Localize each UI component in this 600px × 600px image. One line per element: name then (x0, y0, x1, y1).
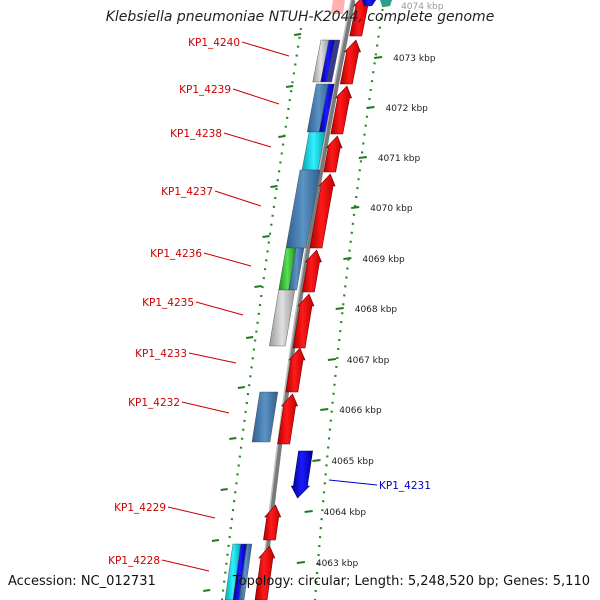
gene-label-leader (223, 132, 272, 148)
gene-label: KP1_4229 (114, 502, 166, 514)
forward-gene-arrow (292, 293, 315, 349)
scale-tick-mark (366, 106, 375, 109)
cog-block (285, 169, 321, 249)
scale-tick-label: 4074 kbp (401, 2, 444, 12)
inner-tick-mark (229, 437, 237, 440)
cog-block (288, 247, 305, 291)
inner-tick-mark (262, 235, 270, 238)
scale-tick-label: 4064 kbp (324, 508, 367, 518)
forward-gene-arrow (309, 173, 336, 249)
scale-tick-label: 4063 kbp (316, 559, 359, 569)
forward-gene-arrow (285, 347, 306, 393)
forward-gene-arrow (339, 39, 362, 85)
scale-tick-label: 4071 kbp (378, 154, 421, 164)
inner-tick-mark (237, 386, 245, 389)
scale-tick-label: 4072 kbp (385, 104, 428, 114)
scale-tick-label: 4066 kbp (339, 406, 382, 416)
scale-tick-mark (312, 459, 321, 462)
accession-label: Accession: NC_012731 (8, 574, 156, 589)
scale-tick-label: 4070 kbp (370, 204, 413, 214)
gene-label-leader (161, 559, 210, 572)
scale-tick-mark (343, 257, 352, 260)
scale-tick-mark (320, 408, 329, 411)
gene-label: KP1_4232 (128, 397, 180, 409)
inner-tick-mark (278, 135, 286, 138)
clipped-gene (380, 0, 392, 6)
inner-tick-mark (220, 488, 228, 491)
gene-label-leader (195, 301, 244, 316)
scale-tick-label: 4065 kbp (331, 457, 374, 467)
gene-label-leader (203, 252, 252, 267)
gene-label: KP1_4237 (161, 186, 213, 198)
forward-gene-arrow (302, 249, 322, 293)
scale-tick-label: 4069 kbp (362, 255, 405, 265)
labels-layer: KP1_4240 KP1_4239 KP1_4238 KP1_4237 KP1_4236… (108, 37, 431, 572)
reverse-gene-label: KP1_4231 (379, 480, 431, 492)
inner-tick-mark (293, 33, 302, 36)
inner-tick-mark (254, 285, 262, 288)
gene-label-leader (181, 401, 230, 414)
genome-title: Klebsiella pneumoniae NTUH-K2044, comple… (105, 9, 495, 25)
gene-label-leader (167, 506, 216, 519)
gene-label: KP1_4228 (108, 555, 160, 567)
forward-gene-arrow (323, 135, 343, 173)
scale-ticks-layer: 4074 kbp 4073 kbp 4072 kbp 4071 kbp 4070 kbp… (203, 2, 444, 592)
reverse-gene-leader (328, 479, 378, 486)
scale-tick-mark (351, 206, 360, 209)
cog-block (224, 543, 242, 600)
cog-block (232, 543, 248, 600)
cog-block (251, 391, 279, 443)
reverse-gene-arrow (290, 450, 313, 499)
forward-gene-arrow (263, 504, 282, 541)
inner-tick-mark (211, 539, 220, 542)
gene-label: KP1_4240 (188, 37, 240, 49)
topology-label: Topology: circular; Length: 5,248,520 bp… (232, 574, 590, 589)
gene-label: KP1_4239 (179, 84, 231, 96)
inner-tick-mark (285, 85, 294, 88)
scale-tick-mark (335, 307, 344, 310)
genes-layer (224, 0, 392, 600)
scale-tick-mark (374, 56, 383, 59)
forward-gene-arrow (330, 85, 353, 135)
scale-tick-mark (304, 510, 313, 513)
scale-tick-mark (358, 156, 367, 159)
cog-block (238, 543, 253, 600)
gene-label: KP1_4238 (170, 128, 222, 140)
scale-tick-label: 4068 kbp (355, 305, 398, 315)
scale-tick-mark (327, 358, 337, 361)
cog-block (269, 289, 295, 347)
gene-label-leader (241, 41, 290, 57)
inner-tick-mark (203, 589, 211, 592)
gene-label-leader (232, 88, 280, 105)
gene-label-leader (188, 352, 237, 364)
clipped-gene (331, 0, 345, 14)
gene-label-leader (214, 190, 262, 207)
scale-tick-mark (296, 561, 305, 564)
gene-label: KP1_4235 (142, 297, 194, 309)
scale-tick-label: 4067 kbp (347, 356, 390, 366)
gene-label: KP1_4236 (150, 248, 202, 260)
scale-tick-label: 4073 kbp (393, 54, 436, 64)
gene-label: KP1_4233 (135, 348, 187, 360)
cog-block (326, 39, 341, 83)
inner-tick-mark (270, 185, 278, 188)
forward-gene-arrow (277, 393, 299, 445)
clipped-gene (362, 0, 376, 6)
inner-tick-mark (245, 336, 254, 339)
forward-gene-arrow (254, 545, 276, 600)
